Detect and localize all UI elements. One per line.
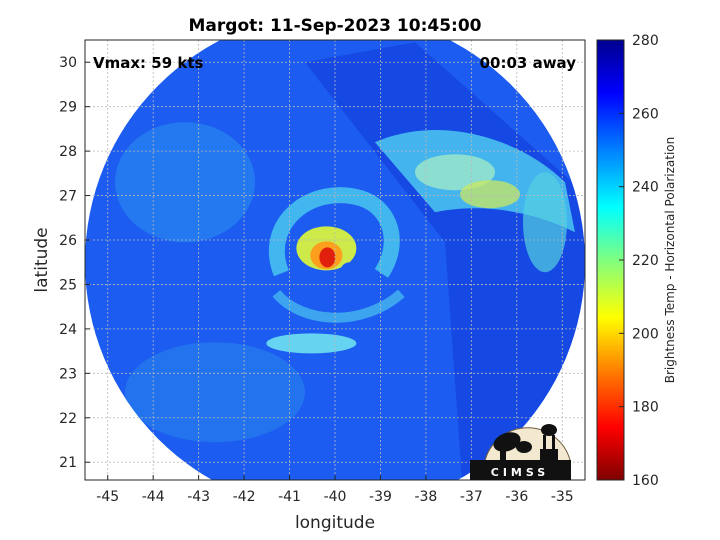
cloud-region xyxy=(115,122,255,243)
colorbar: 160 180 200 220 240 260 280 Brightness Temp - … xyxy=(596,33,677,489)
time-away-annotation: 00:03 away xyxy=(480,54,577,72)
rain-band xyxy=(460,180,520,209)
cimss-logo: CIMSS xyxy=(470,424,571,480)
x-tick-label: -38 xyxy=(414,489,437,505)
rain-band xyxy=(523,172,567,273)
colorbar-tick-label: 180 xyxy=(632,400,659,416)
y-tick-label: 25 xyxy=(59,277,77,293)
eyewall-band xyxy=(268,187,400,278)
rain-band xyxy=(266,333,357,354)
grid xyxy=(85,40,585,480)
storm-eye xyxy=(340,262,359,281)
eyewall-band xyxy=(272,289,405,323)
chart-title: Margot: 11-Sep-2023 10:45:00 xyxy=(189,16,482,36)
rain-band xyxy=(415,154,495,191)
x-axis-label: longitude xyxy=(295,513,375,533)
colorbar-tick-label: 160 xyxy=(632,473,659,489)
axis-ticks: -45 -44 -43 -42 -41 -40 -39 -38 -37 -36 -35 21 22 23 2… xyxy=(59,55,574,505)
vmax-annotation: Vmax: 59 kts xyxy=(93,54,203,72)
x-tick-label: -45 xyxy=(96,489,119,505)
y-tick-label: 26 xyxy=(59,233,77,249)
y-tick-label: 24 xyxy=(59,322,77,338)
colorbar-ticks: 160 180 200 220 240 260 280 xyxy=(619,33,659,489)
x-tick-label: -41 xyxy=(278,489,301,505)
x-tick-label: -39 xyxy=(369,489,392,505)
y-tick-label: 29 xyxy=(59,100,77,116)
x-tick-label: -35 xyxy=(551,489,574,505)
convection-core xyxy=(319,247,336,268)
x-tick-label: -37 xyxy=(460,489,483,505)
logo-text: CIMSS xyxy=(491,466,549,479)
y-tick-label: 23 xyxy=(59,366,77,382)
water-tower-icon xyxy=(540,424,558,461)
x-tick-label: -44 xyxy=(142,489,165,505)
colorbar-label: Brightness Temp - Horizontal Polarizatio… xyxy=(663,137,677,384)
colorbar-tick-label: 200 xyxy=(632,326,659,342)
x-tick-label: -42 xyxy=(233,489,256,505)
y-tick-label: 30 xyxy=(59,55,77,71)
y-axis-label: latitude xyxy=(32,227,52,292)
colorbar-tick-label: 280 xyxy=(632,33,659,49)
y-tick-label: 28 xyxy=(59,144,77,160)
x-tick-label: -36 xyxy=(505,489,528,505)
storm-features xyxy=(115,42,585,480)
colorbar-tick-label: 260 xyxy=(632,106,659,122)
x-tick-label: -40 xyxy=(324,489,347,505)
y-tick-label: 27 xyxy=(59,189,77,205)
y-tick-label: 22 xyxy=(59,411,77,427)
y-tick-label: 21 xyxy=(59,455,77,471)
cloud-region xyxy=(125,342,305,443)
logo-band xyxy=(470,460,571,480)
satellite-dish-icon xyxy=(493,432,532,461)
x-tick-label: -43 xyxy=(187,489,210,505)
colorbar-tick-label: 240 xyxy=(632,180,659,196)
plot-area: -45 -44 -43 -42 -41 -40 -39 -38 -37 -36 -35 21 22 23 2… xyxy=(59,39,586,505)
colorbar-tick-label: 220 xyxy=(632,253,659,269)
